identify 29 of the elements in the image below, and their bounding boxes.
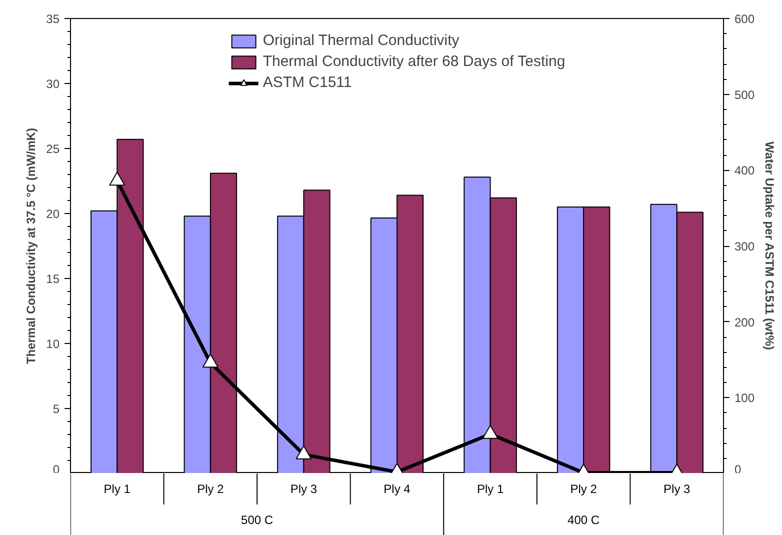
legend-label: Thermal Conductivity after 68 Days of Testing	[262, 53, 566, 70]
x-tick-label: Ply 3	[290, 482, 318, 496]
y-axis-title: Thermal Conductivity at 37.5 °C (mW/mK)	[24, 128, 38, 364]
x-tick-label: Ply 4	[384, 482, 411, 496]
y-tick-label: 15	[46, 272, 60, 286]
y-tick-label: 10	[46, 337, 60, 351]
legend-label: ASTM C1511	[262, 74, 352, 91]
y2-tick-label: 300	[734, 240, 755, 254]
x-tick-label: Ply 1	[104, 482, 131, 496]
y2-tick-label: 500	[734, 88, 755, 102]
y-tick-label: 20	[46, 207, 60, 221]
y2-tick-label: 100	[734, 391, 755, 406]
y-tick-label: 30	[46, 77, 60, 91]
x-tick-label: Ply 2	[570, 482, 598, 496]
y-tick-label: 5	[52, 402, 60, 416]
x-tick-label: Ply 3	[664, 482, 691, 496]
text: 400 C	[568, 513, 600, 527]
y2-axis-title: Water Uptake per ASTM C1511 (wt%)	[762, 142, 777, 350]
point	[109, 172, 126, 186]
y2-tick-label: 200	[734, 315, 755, 330]
y-tick-label: 25	[46, 142, 60, 156]
y2-tick-label: 400	[734, 164, 755, 178]
y-tick-label: 35	[46, 12, 60, 26]
x-tick-label: Ply 2	[197, 482, 224, 496]
x-tick-label: Ply 1	[476, 482, 504, 496]
legend-label: Original Thermal Conductivity	[262, 32, 460, 49]
y2-tick-label: 600	[734, 12, 755, 26]
text: 500 C	[241, 513, 274, 527]
point	[202, 354, 218, 368]
